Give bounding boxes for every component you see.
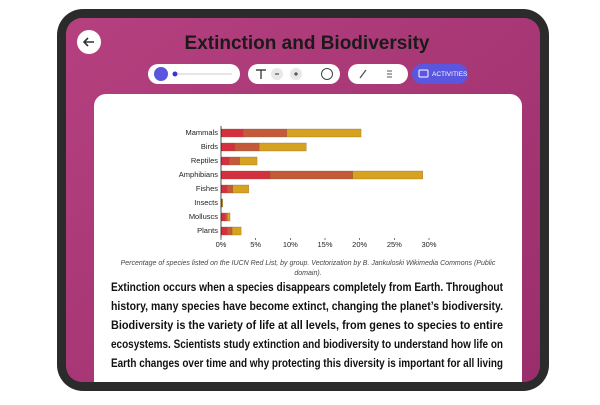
play-button[interactable]	[154, 67, 168, 81]
bar-segment	[270, 171, 353, 179]
bar-segment	[221, 185, 227, 193]
bar-segment	[287, 129, 361, 137]
y-tick-label: Reptiles	[191, 156, 218, 165]
x-tick-label: 15%	[317, 240, 332, 249]
figure-caption: domain).	[294, 270, 321, 277]
figure-caption: Percentage of species listed on the IUCN…	[121, 260, 496, 267]
bar-segment	[221, 213, 225, 221]
y-tick-label: Mammals	[185, 128, 218, 137]
bar-segment	[259, 143, 306, 151]
x-tick-label: 0%	[216, 240, 227, 249]
bar-segment	[235, 143, 259, 151]
x-tick-label: 30%	[421, 240, 436, 249]
page-title: Extinction and Biodiversity	[185, 33, 430, 54]
bar-segment	[221, 227, 227, 235]
body-text: Extinction occurs when a species disappe…	[111, 281, 503, 294]
slider-thumb[interactable]	[173, 72, 178, 77]
bar-segment	[243, 129, 287, 137]
y-tick-label: Fishes	[196, 184, 218, 193]
x-tick-label: 25%	[387, 240, 402, 249]
y-tick-label: Insects	[194, 198, 218, 207]
bar-segment	[233, 185, 249, 193]
body-text: Earth changes over time and why protecti…	[111, 357, 503, 370]
bar-segment	[232, 227, 241, 235]
x-tick-label: 20%	[352, 240, 367, 249]
y-tick-label: Birds	[201, 142, 218, 151]
content-card	[94, 94, 522, 400]
body-text: Biodiversity is the variety of life at a…	[111, 319, 504, 332]
y-tick-label: Plants	[197, 226, 218, 235]
y-tick-label: Amphibians	[179, 170, 218, 179]
bar-segment	[221, 157, 229, 165]
bar-segment	[221, 143, 235, 151]
bar-segment	[221, 171, 270, 179]
bar-segment	[227, 185, 233, 193]
bar-segment	[227, 213, 230, 221]
y-tick-label: Molluscs	[189, 212, 218, 221]
bar-segment	[353, 171, 423, 179]
body-text: ecosystems. Scientists study extinction …	[111, 338, 503, 351]
body-text: history, many species have become extinc…	[111, 300, 503, 313]
tools-pill	[348, 64, 408, 84]
x-tick-label: 5%	[250, 240, 261, 249]
bar-segment	[240, 157, 257, 165]
bar-segment	[229, 157, 239, 165]
bar-segment	[227, 227, 232, 235]
bar-segment	[221, 129, 243, 137]
x-tick-label: 10%	[283, 240, 298, 249]
activities-label: ACTIVITIES	[432, 71, 468, 78]
bar-segment	[225, 213, 227, 221]
bar-segment	[222, 199, 223, 207]
